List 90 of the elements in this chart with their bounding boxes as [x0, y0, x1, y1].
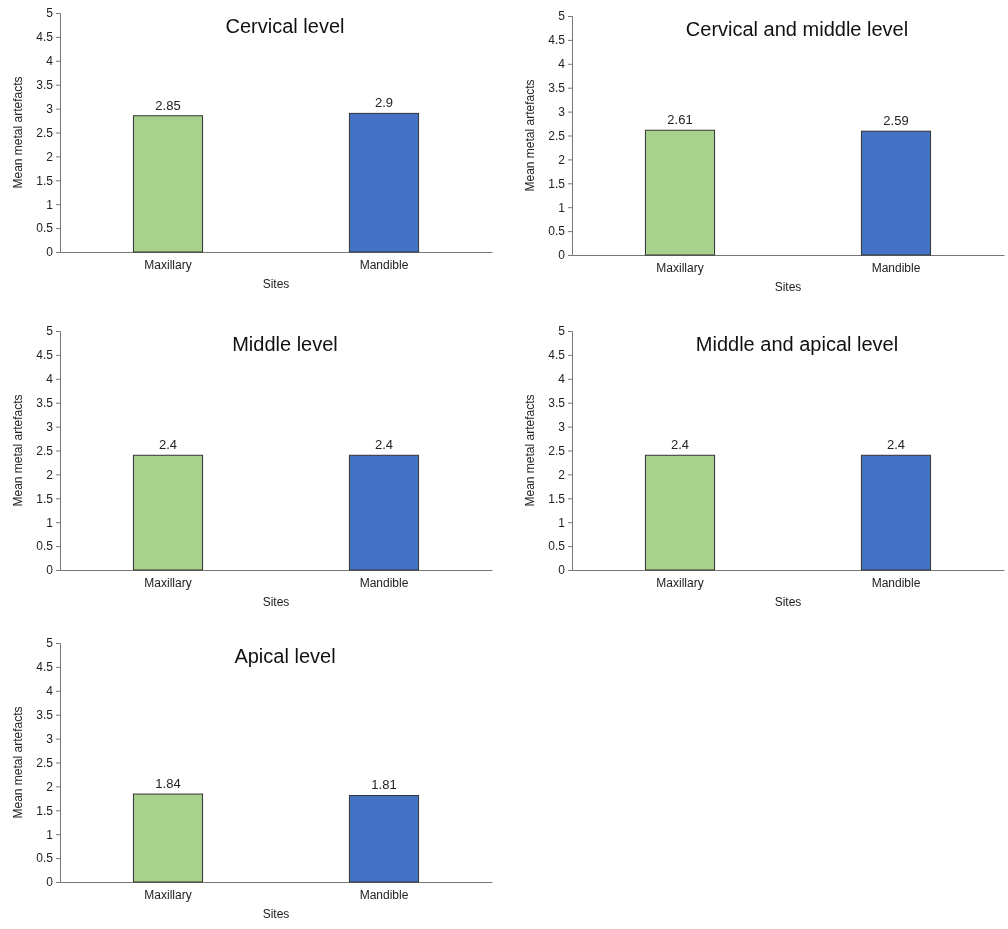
y-tick-label: 2.5	[36, 755, 54, 770]
data-label: 2.59	[883, 113, 909, 129]
x-tick-label: Mandible	[359, 257, 409, 272]
y-tick-label: 0	[46, 875, 54, 890]
y-tick-label: 0.5	[548, 539, 566, 554]
x-tick-label: Maxillary	[656, 260, 704, 275]
x-tick-label: Mandible	[871, 260, 921, 275]
x-tick-label: Maxillary	[656, 575, 704, 590]
data-label: 2.4	[158, 437, 178, 453]
chart-title: Middle level	[232, 333, 338, 355]
y-tick-label: 0.5	[548, 224, 566, 239]
x-axis-title: Sites	[774, 595, 802, 609]
y-tick-label: 2	[46, 149, 54, 164]
y-axis-title: Mean metal artefacts	[523, 394, 537, 507]
y-tick-label: 3	[46, 731, 54, 746]
x-tick-label: Maxillary	[144, 575, 192, 590]
x-tick-label: Mandible	[359, 575, 409, 590]
data-label: 2.85	[155, 97, 181, 113]
chart-title: Middle and apical level	[695, 333, 899, 355]
y-tick-label: 5	[558, 324, 566, 339]
chart-title: Cervical level	[225, 15, 345, 37]
y-tick-label: 1	[46, 827, 54, 842]
y-tick-label: 5	[46, 636, 54, 651]
x-tick-label: Maxillary	[144, 887, 192, 902]
x-axis-title: Sites	[774, 280, 802, 294]
y-tick-label: 1.5	[548, 491, 566, 506]
y-tick-label: 2	[46, 779, 54, 794]
y-tick-label: 1	[46, 197, 54, 212]
y-tick-label: 4	[558, 372, 566, 387]
y-tick-label: 1.5	[36, 803, 54, 818]
y-tick-label: 3.5	[548, 396, 566, 411]
y-tick-label: 5	[46, 6, 54, 21]
y-tick-label: 3.5	[548, 81, 566, 96]
y-tick-label: 0.5	[36, 539, 54, 554]
y-tick-label: 1	[558, 200, 566, 215]
y-tick-label: 0.5	[36, 221, 54, 236]
y-tick-label: 3	[558, 419, 566, 434]
data-label: 2.4	[374, 437, 394, 453]
y-axis-title: Mean metal artefacts	[11, 706, 25, 819]
y-tick-label: 1	[46, 515, 54, 530]
y-tick-label: 4.5	[36, 660, 54, 675]
y-tick-label: 1.5	[36, 173, 54, 188]
y-tick-label: 3	[46, 419, 54, 434]
y-tick-label: 4	[558, 57, 566, 72]
data-label: 2.61	[667, 112, 693, 128]
y-tick-label: 2.5	[36, 443, 54, 458]
y-tick-label: 4	[46, 372, 54, 387]
y-tick-label: 0	[558, 248, 566, 263]
y-tick-label: 2	[46, 467, 54, 482]
y-tick-label: 2.5	[548, 443, 566, 458]
y-axis-title: Mean metal artefacts	[11, 76, 25, 189]
y-tick-label: 0	[46, 245, 54, 260]
y-tick-label: 4.5	[548, 348, 566, 363]
y-tick-label: 3	[558, 104, 566, 119]
chart-title: Cervical and middle level	[685, 18, 909, 40]
y-tick-label: 1.5	[36, 491, 54, 506]
y-axis-title: Mean metal artefacts	[523, 79, 537, 192]
x-tick-label: Mandible	[871, 575, 921, 590]
y-tick-label: 0	[558, 563, 566, 578]
x-tick-label: Mandible	[359, 887, 409, 902]
data-label: 2.4	[886, 437, 906, 453]
data-label: 2.4	[670, 437, 690, 453]
y-tick-label: 4.5	[548, 33, 566, 48]
y-tick-label: 5	[46, 324, 54, 339]
x-axis-title: Sites	[262, 277, 290, 291]
y-tick-label: 3.5	[36, 396, 54, 411]
y-tick-label: 2	[558, 467, 566, 482]
y-tick-label: 3.5	[36, 708, 54, 723]
data-label: 1.81	[371, 777, 397, 793]
y-tick-label: 2.5	[548, 128, 566, 143]
y-tick-label: 5	[558, 9, 566, 24]
y-tick-label: 1	[558, 515, 566, 530]
y-tick-label: 2	[558, 152, 566, 167]
x-axis-title: Sites	[262, 595, 290, 609]
y-tick-label: 4	[46, 684, 54, 699]
data-label: 1.84	[155, 776, 181, 792]
y-tick-label: 1.5	[548, 176, 566, 191]
y-tick-label: 3	[46, 101, 54, 116]
data-label: 2.9	[374, 95, 394, 111]
y-tick-label: 0	[46, 563, 54, 578]
y-tick-label: 4.5	[36, 30, 54, 45]
y-tick-label: 2.5	[36, 125, 54, 140]
y-tick-label: 0.5	[36, 851, 54, 866]
x-axis-title: Sites	[262, 907, 290, 921]
y-tick-label: 4.5	[36, 348, 54, 363]
y-tick-label: 3.5	[36, 78, 54, 93]
chart-title: Apical level	[234, 645, 336, 667]
y-tick-label: 4	[46, 54, 54, 69]
x-tick-label: Maxillary	[144, 257, 192, 272]
y-axis-title: Mean metal artefacts	[11, 394, 25, 507]
